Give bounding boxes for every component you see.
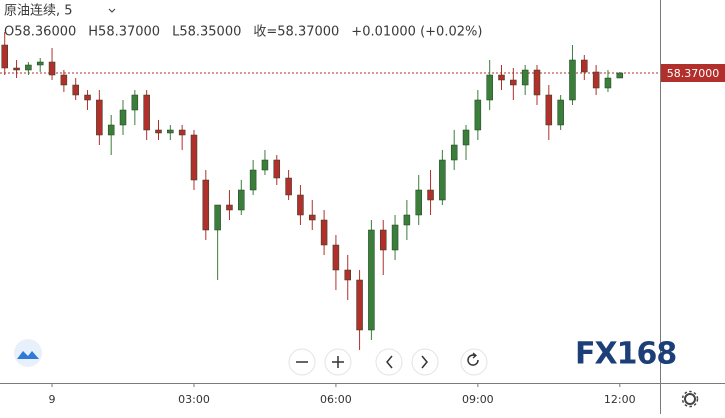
candle-body — [309, 214, 316, 221]
candle-body — [261, 159, 269, 171]
candle-body — [415, 189, 422, 216]
candle-body — [84, 94, 91, 101]
candle-body — [332, 244, 340, 271]
zoom-controls — [288, 348, 488, 376]
candle-body — [214, 204, 221, 231]
candle-body — [462, 129, 470, 146]
change: +0.01000 (+0.02%) — [351, 25, 482, 40]
candle-body — [285, 177, 292, 196]
candle-body — [403, 214, 411, 226]
legend-label: H — [88, 25, 98, 40]
last-price-label: 58.37000 — [667, 67, 720, 80]
candle-body — [48, 61, 56, 76]
chart-type-button[interactable] — [14, 339, 42, 367]
candle-body — [1, 44, 8, 69]
candle-body — [273, 159, 281, 179]
candle-body — [498, 74, 505, 81]
candle-body — [190, 134, 198, 181]
candle-body — [533, 69, 541, 96]
candle-body — [297, 194, 304, 216]
x-tick-label: 03:00 — [178, 393, 210, 406]
legend-value: 58.37000 — [277, 25, 339, 40]
candle-body — [178, 129, 186, 136]
scroll-right[interactable] — [411, 348, 439, 376]
candle-body — [450, 144, 458, 161]
watermark: FX168 — [575, 337, 676, 372]
candle-body — [60, 74, 68, 86]
legend-label: 收= — [253, 25, 277, 40]
candle-body — [107, 124, 115, 136]
scroll-left[interactable] — [375, 348, 403, 376]
candle-body — [131, 94, 139, 111]
candle-body — [167, 129, 174, 134]
candle-body — [557, 99, 564, 126]
candle-body — [96, 99, 103, 136]
candle-body — [155, 129, 162, 134]
candle-body — [143, 94, 150, 131]
candle-body — [356, 279, 363, 331]
candle-body — [592, 71, 600, 89]
settings[interactable] — [681, 390, 699, 408]
candle-body — [474, 99, 482, 131]
candle-body — [249, 169, 257, 191]
candle-body — [320, 219, 328, 246]
x-tick-label: 9 — [49, 393, 56, 406]
candle-body — [581, 59, 588, 73]
candle-body — [202, 179, 210, 231]
candle-body — [427, 189, 434, 201]
legend-label: O — [4, 25, 14, 40]
candle-body — [545, 94, 553, 126]
candle-body — [569, 59, 576, 101]
candle-body — [604, 77, 612, 89]
legend-value: 58.37000 — [98, 25, 160, 40]
x-tick-label: 12:00 — [604, 393, 636, 406]
zoom-in[interactable] — [324, 348, 352, 376]
chevron[interactable] — [108, 8, 116, 13]
zoom-out[interactable] — [288, 348, 316, 376]
symbol: 原油连续, 5 — [4, 3, 73, 19]
candle-body — [226, 204, 233, 211]
candle-body — [391, 224, 399, 251]
legend-label: L — [172, 25, 180, 40]
candle-body — [486, 74, 493, 101]
candle-body — [439, 159, 446, 201]
candle-body — [119, 109, 127, 126]
legend-value: 58.35000 — [179, 25, 241, 40]
candle-body — [72, 84, 79, 96]
candle-body — [13, 67, 20, 71]
last-price-box — [661, 64, 725, 82]
candle-body — [616, 72, 624, 79]
x-tick-label: 06:00 — [320, 393, 352, 406]
candle-body — [344, 269, 351, 281]
candle-body — [238, 189, 245, 211]
reset[interactable] — [460, 348, 488, 376]
candle-body — [36, 61, 44, 66]
candle-body — [379, 229, 387, 251]
candle-body — [521, 69, 529, 86]
candle-body — [25, 64, 32, 71]
x-tick-label: 09:00 — [462, 393, 494, 406]
legend-value: 58.36000 — [14, 25, 76, 40]
candle-body — [368, 229, 375, 331]
header: 原油连续, 5 O 58.36000 H 58.37000 L 58.35000 收= 58.… — [4, 3, 482, 40]
candle-body — [510, 79, 517, 86]
